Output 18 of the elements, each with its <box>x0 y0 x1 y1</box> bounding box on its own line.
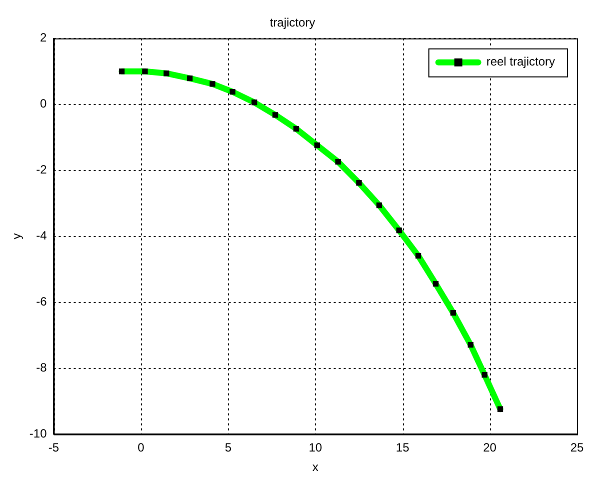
x-tick-label: 25 <box>570 440 584 455</box>
y-tick-label: -10 <box>29 426 48 441</box>
y-tick-label: -6 <box>36 294 48 309</box>
y-tick-label: -8 <box>36 360 48 375</box>
y-tick-label: -4 <box>36 228 48 243</box>
y-axis-title: y <box>10 233 24 240</box>
x-axis-title: x <box>312 460 318 474</box>
x-tick-label: -5 <box>48 440 60 455</box>
x-tick-label: 10 <box>308 440 322 455</box>
chart-title: trajictory <box>270 16 316 30</box>
x-tick-label: 20 <box>483 440 497 455</box>
x-tick-label: 15 <box>396 440 410 455</box>
x-tick-label: 0 <box>138 440 145 455</box>
x-tick-label: 5 <box>224 440 232 455</box>
y-tick-label: 0 <box>40 96 48 111</box>
y-tick-label: 2 <box>40 30 48 45</box>
legend-label: reel trajictory <box>486 54 556 69</box>
y-tick-label: -2 <box>36 162 48 177</box>
